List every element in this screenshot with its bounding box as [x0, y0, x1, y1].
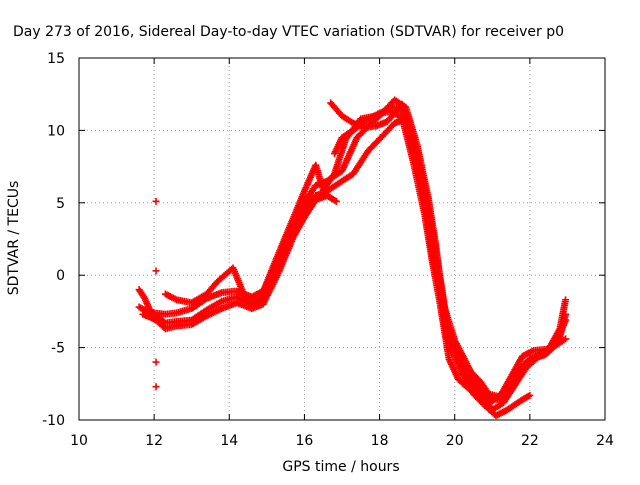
y-tick-label: -5	[51, 341, 65, 357]
x-tick-label: 24	[596, 433, 614, 449]
x-tick-label: 20	[446, 433, 464, 449]
x-tick-label: 10	[70, 433, 88, 449]
data-point	[562, 310, 570, 318]
data-point	[152, 197, 160, 205]
chart-title: Day 273 of 2016, Sidereal Day-to-day VTE…	[13, 24, 564, 40]
data-point	[152, 358, 160, 366]
y-axis-label: SDTVAR / TECUs	[6, 181, 22, 296]
x-tick-label: 12	[145, 433, 163, 449]
data-point	[152, 383, 160, 391]
y-tick-label: -10	[42, 413, 65, 429]
y-tick-label: 15	[47, 51, 65, 67]
x-tick-label: 18	[371, 433, 389, 449]
x-tick-label: 16	[296, 433, 314, 449]
x-tick-label: 14	[220, 433, 238, 449]
series-outliers	[152, 197, 160, 391]
y-tick-label: 0	[56, 268, 65, 284]
series-track-d	[139, 192, 340, 333]
x-tick-label: 22	[521, 433, 539, 449]
plot-frame	[78, 57, 606, 421]
series-track-f	[330, 108, 570, 405]
data-point	[562, 335, 570, 343]
data-point	[562, 296, 570, 304]
data-point	[526, 391, 534, 399]
axis-ticks: 10 12 14 16 18 20 22 24 -10 -5 0 5 10 15	[42, 51, 614, 449]
series-track-a	[161, 103, 570, 401]
y-tick-label: 10	[47, 123, 65, 139]
data-point	[152, 267, 160, 275]
data-point	[332, 197, 340, 205]
series-track-b	[135, 96, 570, 404]
data-point	[524, 392, 532, 400]
x-axis-label: GPS time / hours	[282, 459, 399, 475]
series-track-e	[327, 99, 570, 414]
y-tick-label: 5	[56, 196, 65, 212]
data-points	[135, 96, 570, 420]
